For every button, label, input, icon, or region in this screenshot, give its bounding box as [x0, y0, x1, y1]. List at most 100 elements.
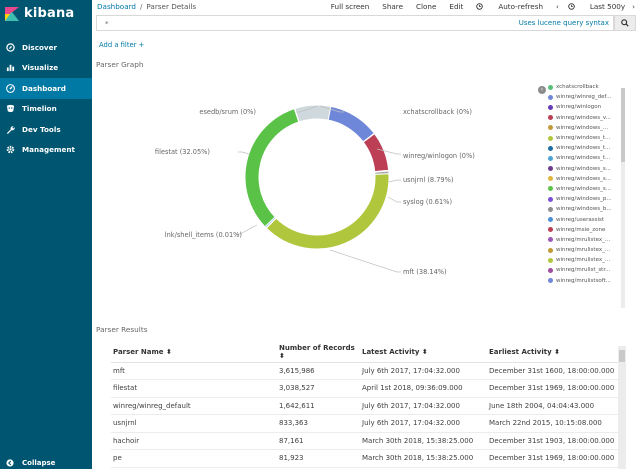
table-row[interactable]: mft 3,615,986 July 6th 2017, 17:04:32.000 D… — [111, 362, 621, 380]
donut-slice[interactable] — [294, 104, 332, 123]
table-cell: usnjrnl — [111, 414, 277, 433]
sidebar: kibana Discover Visualize Dashboard Time… — [0, 0, 92, 469]
full-screen-button[interactable]: Full screen — [330, 2, 370, 11]
legend-item[interactable]: winreg/mrulistex_... — [548, 245, 620, 255]
time-range-label: Last 500y — [589, 2, 626, 11]
legend-item[interactable]: winreg/msie_zone — [548, 225, 620, 235]
table-cell: pe — [111, 449, 277, 468]
legend-item[interactable]: winreg/windows_s... — [548, 164, 620, 174]
table-row[interactable]: usnjrnl 833,363 July 6th 2017, 17:04:32.00… — [111, 414, 621, 433]
legend-item[interactable]: winreg/mrulistex_... — [548, 235, 620, 245]
dashboard-icon — [6, 83, 15, 93]
legend-item-label: winreg/msie_zone — [556, 226, 606, 233]
table-scrollbar[interactable] — [618, 346, 626, 469]
legend-item[interactable]: winreg/windows_b... — [548, 204, 620, 214]
table-row[interactable]: winreg/winreg_default 1,642,611 July 6th 2… — [111, 397, 621, 415]
auto-refresh-button[interactable]: Auto-refresh — [476, 2, 543, 11]
legend-item-label: winreg/windows_v... — [556, 114, 611, 121]
table-row[interactable]: filestat 3,038,527 April 1st 2018, 09:36:0… — [111, 379, 621, 398]
legend-scrollbar-thumb[interactable] — [621, 88, 625, 162]
table-row[interactable]: hachoir 87,161 March 30th 2018, 15:38:25.0… — [111, 432, 621, 450]
donut-slice[interactable] — [326, 105, 375, 143]
legend-toggle-button[interactable]: › — [538, 86, 546, 94]
column-header-latest-activity[interactable]: Latest Activity ⬍ — [360, 343, 487, 363]
time-prev-button[interactable]: ‹ — [556, 2, 559, 11]
donut-slice[interactable] — [362, 133, 390, 173]
table-cell: March 30th 2018, 15:38:25.000 — [360, 432, 487, 450]
legend-item[interactable]: winreg/windows_s... — [548, 184, 620, 194]
table-scrollbar-thumb[interactable] — [619, 350, 625, 362]
legend-item-label: winreg/windows_s... — [556, 185, 611, 192]
edit-button[interactable]: Edit — [449, 2, 464, 11]
collapse-button[interactable]: Collapse — [6, 459, 55, 467]
legend-scrollbar[interactable] — [621, 88, 625, 308]
legend-item[interactable]: winreg/mrulistsoft... — [548, 276, 620, 286]
legend-item-label: winreg/winlogon — [556, 104, 602, 111]
breadcrumb-dashboard-link[interactable]: Dashboard — [97, 2, 136, 11]
legend-item-label: winreg/windows_p... — [556, 196, 612, 203]
sidebar-item-timelion[interactable]: Timelion — [0, 99, 92, 120]
time-next-button[interactable]: › — [632, 2, 635, 11]
legend-item[interactable]: winreg/windows_... — [548, 123, 620, 133]
breadcrumb-separator: / — [140, 2, 143, 11]
legend-color-dot — [548, 206, 553, 212]
legend-item[interactable]: winreg/windows_s... — [548, 174, 620, 184]
legend-item-label: xchatscrollback — [556, 84, 599, 91]
legend-item[interactable]: xchatscrollback — [548, 82, 620, 92]
donut-label-leader — [319, 105, 344, 113]
donut-label-leader — [236, 224, 258, 235]
parser-results-title: Parser Results — [96, 325, 148, 334]
search-input[interactable]: * — [96, 15, 614, 31]
time-range-picker[interactable]: Last 500y — [568, 2, 625, 11]
table-row[interactable]: pe 81,923 March 30th 2018, 15:38:25.000 Dec… — [111, 449, 621, 468]
donut-slice[interactable] — [244, 108, 300, 228]
legend-item[interactable]: winreg/windows_t... — [548, 143, 620, 153]
legend-item[interactable]: winreg/windows_p... — [548, 194, 620, 204]
kibana-logo[interactable]: kibana — [5, 6, 74, 21]
sidebar-item-management[interactable]: Management — [0, 140, 92, 161]
search-button[interactable] — [614, 15, 636, 31]
parser-graph-title: Parser Graph — [96, 60, 144, 69]
clone-button[interactable]: Clone — [416, 2, 437, 11]
share-button[interactable]: Share — [382, 2, 404, 11]
legend-color-dot — [548, 84, 553, 90]
legend-item[interactable]: winreg/userassist — [548, 214, 620, 224]
sidebar-item-label: Timelion — [22, 104, 57, 114]
legend-item[interactable]: winreg/winlogon — [548, 102, 620, 112]
column-header-earliest-activity[interactable]: Earliest Activity ⬍ — [487, 343, 621, 363]
legend-item-label: winreg/windows_t... — [556, 155, 611, 162]
legend-item[interactable]: winreg/windows_t... — [548, 153, 620, 163]
add-filter-link[interactable]: Add a filter + — [99, 41, 145, 49]
legend-item-label: winreg/windows_t... — [556, 145, 611, 152]
legend-item[interactable]: winreg/windows_v... — [548, 113, 620, 123]
column-header-number-of-records[interactable]: Number of Records ⬍ — [277, 343, 360, 363]
sidebar-item-visualize[interactable]: Visualize — [0, 58, 92, 79]
donut-label: xchatscrollback (0%) — [403, 108, 472, 116]
sidebar-item-discover[interactable]: Discover — [0, 37, 92, 58]
sidebar-item-dev-tools[interactable]: Dev Tools — [0, 119, 92, 140]
table-cell: winreg/winreg_default — [111, 397, 277, 415]
search-bar: * Uses lucene query syntax — [96, 14, 636, 32]
legend-color-dot — [548, 104, 553, 110]
table-cell: December 31st 1969, 18:00:00.000 — [487, 379, 621, 398]
donut-slice[interactable] — [265, 173, 390, 250]
donut-label-leader — [329, 249, 401, 273]
legend-color-dot — [548, 155, 553, 161]
table-cell: December 31st 1600, 18:00:00.000 — [487, 362, 621, 380]
legend-item[interactable]: winreg/winreg_def... — [548, 92, 620, 102]
legend-item[interactable]: winreg/windows_t... — [548, 133, 620, 143]
sidebar-item-label: Management — [22, 145, 75, 155]
legend-item[interactable]: winreg/mrulistex_... — [548, 255, 620, 265]
column-header-parser-name[interactable]: Parser Name ⬍ — [111, 343, 277, 363]
collapse-label: Collapse — [22, 459, 56, 467]
donut-label-leader — [296, 105, 318, 113]
wrench-icon — [6, 125, 15, 134]
legend-color-dot — [548, 176, 553, 182]
legend-item-label: winreg/mrulistex_... — [556, 257, 611, 264]
legend-item[interactable]: winreg/mrulist_str... — [548, 265, 620, 275]
donut-label: winreg/winlogon (0%) — [403, 152, 475, 160]
lucene-syntax-link[interactable]: Uses lucene query syntax — [518, 19, 609, 27]
kibana-logo-icon — [5, 6, 19, 21]
donut-label: mft (38.14%) — [403, 268, 447, 276]
sidebar-item-dashboard[interactable]: Dashboard — [0, 78, 92, 99]
